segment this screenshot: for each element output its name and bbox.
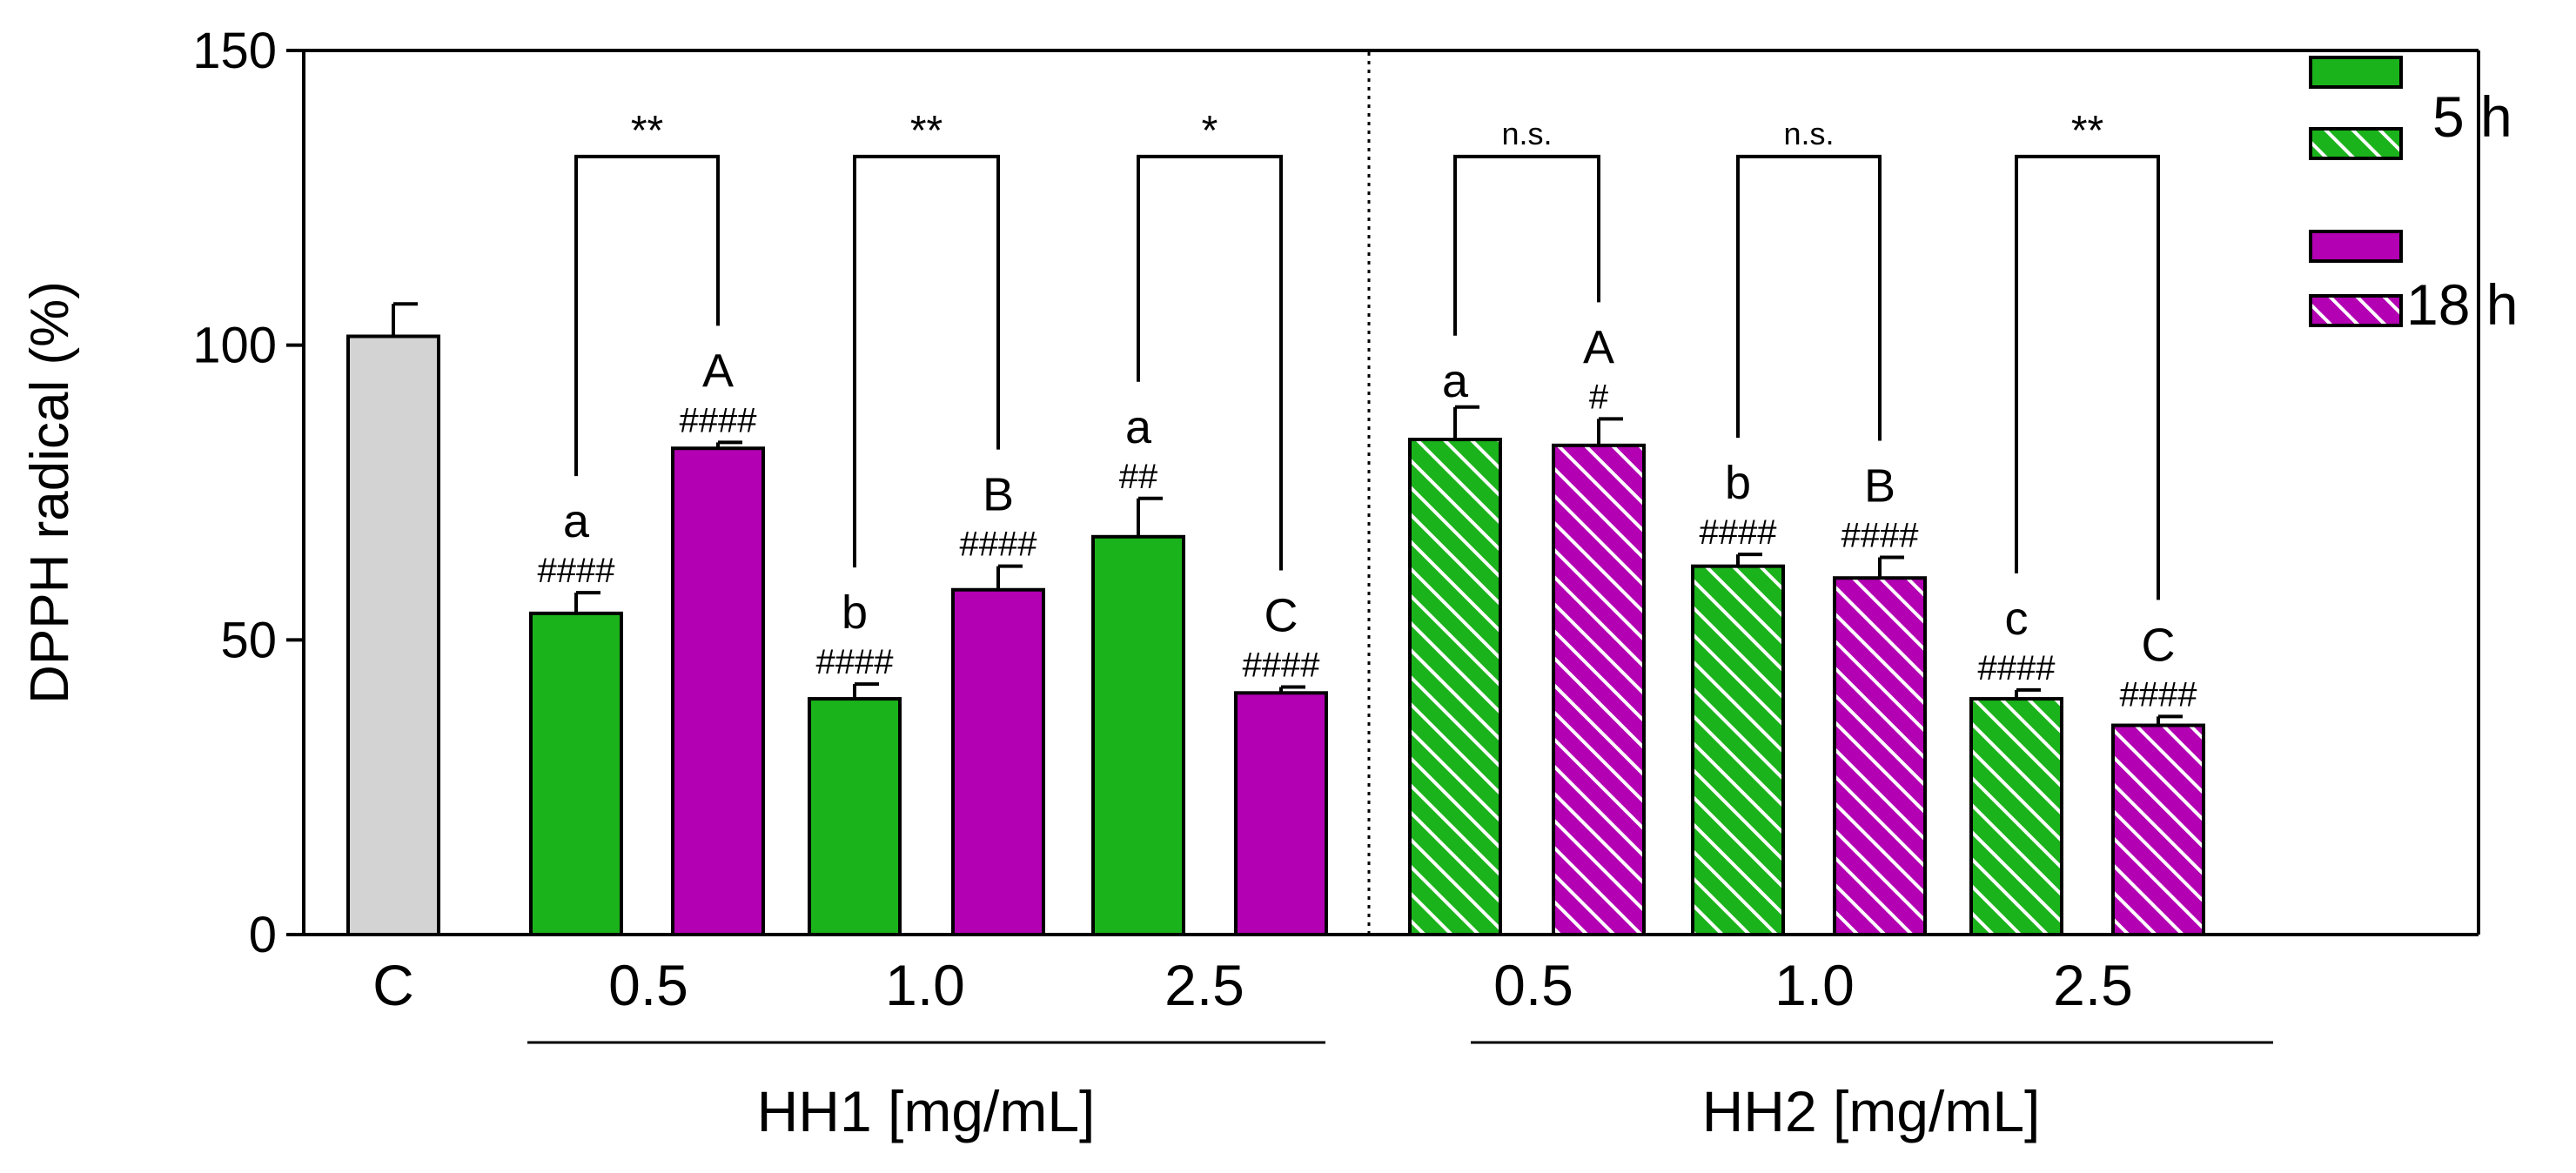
- error-bar: [2157, 714, 2183, 726]
- bar-hh2-1.0-18h: [1833, 576, 1927, 936]
- x-tick-label: 0.5: [1493, 953, 1573, 1017]
- bar-hh2-2.5-5h: [1969, 697, 2063, 936]
- significance-hash: ####: [1700, 513, 1778, 552]
- legend-label-5h: 5 h: [2432, 84, 2512, 149]
- group-letter: c: [2005, 593, 2029, 645]
- significance-hash: ##: [1119, 458, 1158, 496]
- y-tick-label: 150: [192, 23, 277, 79]
- error-bar: [1597, 417, 1623, 446]
- comparison-bracket: [1736, 154, 1882, 441]
- x-tick-label: C: [372, 953, 414, 1017]
- bar-hh1-2.5-18h: [1234, 691, 1328, 936]
- x-tick-label: 1.0: [1774, 953, 1855, 1017]
- significance-hash: ####: [538, 552, 616, 590]
- significance-hash: ####: [680, 401, 758, 439]
- group-letter: a: [1125, 401, 1152, 453]
- bar-hh2-1.0-5h: [1691, 564, 1785, 937]
- group-letter: B: [983, 469, 1014, 521]
- y-tick-label: 50: [220, 612, 277, 668]
- comparison-label: n.s.: [1783, 116, 1834, 151]
- error-bar: [853, 682, 879, 700]
- significance-hash: ####: [1243, 647, 1321, 685]
- significance-hash: ####: [816, 643, 895, 681]
- error-bar: [392, 302, 418, 337]
- group-letter: A: [1583, 321, 1614, 373]
- bar-hh2-0.5-5h: [1408, 438, 1502, 937]
- group-letter: A: [702, 345, 734, 397]
- comparison-label: **: [910, 108, 943, 154]
- group-letter: a: [1442, 355, 1469, 407]
- group-letter: a: [563, 495, 590, 547]
- error-bar: [1453, 405, 1479, 440]
- error-bar: [574, 591, 600, 613]
- comparison-label: **: [631, 108, 663, 154]
- bar-hh2-0.5-18h: [1552, 443, 1646, 936]
- x-tick-label: 0.5: [608, 953, 688, 1017]
- comparison-label: n.s.: [1501, 116, 1552, 151]
- comparison-bracket: [1453, 154, 1600, 336]
- annotations: #### a #### A #### b #### B ## a #### Ca # A #### b ####…: [538, 321, 2198, 714]
- comparison-bracket: [574, 154, 720, 477]
- bars: [346, 302, 2205, 937]
- group-label-hh1: HH1 [mg/mL]: [757, 1079, 1096, 1143]
- significance-hash: ####: [960, 526, 1038, 564]
- y-axis-label: DPPH radical (%): [20, 281, 80, 704]
- y-tick-label: 100: [192, 318, 277, 374]
- legend-swatch-5h-solid: [2309, 56, 2403, 89]
- bar-hh2-2.5-18h: [2111, 723, 2205, 937]
- legend-swatch-5h-hatched: [2309, 127, 2403, 160]
- comparison-label: *: [1202, 108, 1218, 154]
- legend-swatch-18h-hatched: [2309, 294, 2403, 327]
- group-letter: C: [2142, 619, 2176, 671]
- comparison-label: **: [2071, 108, 2103, 154]
- comparison-bracket: [2015, 154, 2160, 600]
- comparison-bracket: [853, 154, 1000, 568]
- significance-hash: ####: [1978, 649, 2056, 687]
- bar-hh1-0.5-5h: [529, 611, 623, 936]
- group-label-hh2: HH2 [mg/mL]: [1702, 1079, 2041, 1143]
- bar-hh1-0.5-18h: [671, 446, 765, 936]
- error-bar: [716, 440, 742, 449]
- error-bar: [1137, 496, 1163, 537]
- error-bar: [2015, 687, 2041, 700]
- bar-c-control: [346, 334, 440, 936]
- legend-label-18h: 18 h: [2406, 272, 2518, 337]
- bar-hh1-2.5-5h: [1091, 534, 1185, 936]
- group-letter: b: [842, 586, 868, 639]
- legend-swatch-18h-solid: [2309, 230, 2403, 263]
- bar-hh1-1.0-18h: [951, 587, 1045, 936]
- error-bar: [996, 564, 1023, 590]
- x-tick-label: 2.5: [1164, 953, 1244, 1017]
- group-letter: C: [1265, 590, 1298, 642]
- x-tick-labels: C 0.5 1.0 2.5 0.5 1.0 2.5: [372, 953, 2133, 1017]
- y-tick-label: 0: [249, 907, 277, 963]
- group-letter: b: [1725, 457, 1751, 509]
- error-bar: [1279, 685, 1305, 694]
- error-bar: [1736, 553, 1762, 566]
- bar-hh1-1.0-5h: [808, 697, 902, 936]
- significance-hash: #: [1589, 378, 1609, 416]
- significance-brackets: ** ** * n.s. n.s. **: [574, 108, 2160, 600]
- x-tick-label: 2.5: [2053, 953, 2133, 1017]
- significance-hash: ####: [1841, 517, 1920, 555]
- significance-hash: ####: [2120, 675, 2198, 714]
- y-ticks: 0 50 100 150: [192, 23, 304, 963]
- x-tick-label: 1.0: [885, 953, 965, 1017]
- group-letter: B: [1864, 460, 1895, 513]
- error-bar: [1878, 555, 1904, 579]
- comparison-bracket: [1137, 154, 1283, 571]
- legend: 5 h 18 h: [2309, 56, 2518, 337]
